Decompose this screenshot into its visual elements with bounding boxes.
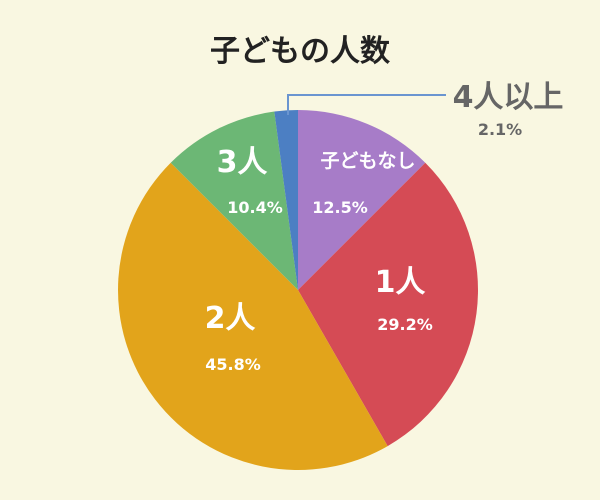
slice-no-children [298, 110, 426, 290]
slice-label-four-plus: 4人以上 [453, 80, 564, 115]
slice-label-no-children: 子どもなし [320, 150, 415, 172]
slice-three [170, 111, 298, 290]
slice-one [298, 162, 478, 447]
slice-percent-two: 45.8% [205, 355, 261, 374]
slice-label-one: 1人 [375, 265, 426, 300]
pie-slices [118, 110, 478, 470]
slice-label-three: 3人 [217, 145, 268, 180]
slice-label-two: 2人 [205, 301, 256, 336]
chart-title: 子どもの人数 [210, 34, 390, 69]
slice-four-plus [274, 110, 298, 290]
slice-percent-four-plus: 2.1% [478, 120, 522, 139]
slice-percent-no-children: 12.5% [312, 198, 368, 217]
slice-percent-three: 10.4% [227, 198, 283, 217]
callout-line [287, 94, 446, 115]
slice-two [118, 162, 388, 470]
slice-percent-one: 29.2% [377, 315, 433, 334]
